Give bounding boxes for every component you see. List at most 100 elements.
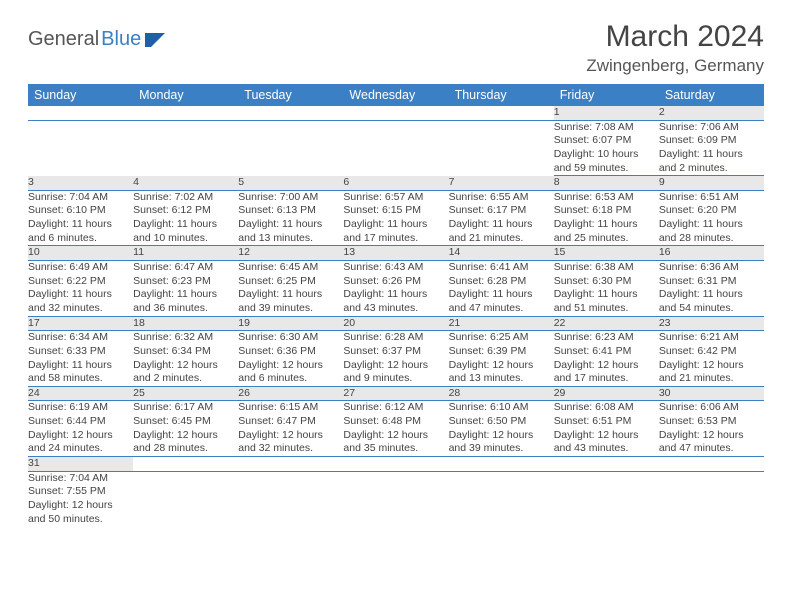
day-number-cell: 21 — [449, 316, 554, 331]
day-number-cell: 5 — [238, 176, 343, 191]
day-info-cell: Sunrise: 6:15 AMSunset: 6:47 PMDaylight:… — [238, 401, 343, 457]
day-number-cell: 15 — [554, 246, 659, 261]
day-number-cell — [238, 106, 343, 120]
day-number-cell — [343, 457, 448, 472]
day-info-cell — [28, 120, 133, 176]
day-number-cell — [238, 457, 343, 472]
day-info-cell: Sunrise: 6:34 AMSunset: 6:33 PMDaylight:… — [28, 331, 133, 387]
day-info-cell — [659, 471, 764, 526]
daynum-row: 24252627282930 — [28, 386, 764, 401]
weekday-header: Monday — [133, 84, 238, 106]
day-number-cell: 29 — [554, 386, 659, 401]
day-info-cell — [238, 471, 343, 526]
day-info-cell: Sunrise: 6:43 AMSunset: 6:26 PMDaylight:… — [343, 261, 448, 317]
day-number-cell — [133, 106, 238, 120]
day-info-cell — [449, 120, 554, 176]
day-number-cell: 23 — [659, 316, 764, 331]
info-row: Sunrise: 7:04 AMSunset: 6:10 PMDaylight:… — [28, 190, 764, 246]
calendar-table: SundayMondayTuesdayWednesdayThursdayFrid… — [28, 84, 764, 526]
calendar-page: GeneralBlue March 2024 Zwingenberg, Germ… — [0, 0, 792, 546]
info-row: Sunrise: 7:04 AMSunset: 7:55 PMDaylight:… — [28, 471, 764, 526]
day-number-cell: 24 — [28, 386, 133, 401]
day-number-cell: 30 — [659, 386, 764, 401]
day-number-cell: 31 — [28, 457, 133, 472]
daynum-row: 3456789 — [28, 176, 764, 191]
day-number-cell: 10 — [28, 246, 133, 261]
day-info-cell: Sunrise: 7:02 AMSunset: 6:12 PMDaylight:… — [133, 190, 238, 246]
day-number-cell — [449, 457, 554, 472]
day-info-cell: Sunrise: 6:51 AMSunset: 6:20 PMDaylight:… — [659, 190, 764, 246]
day-info-cell: Sunrise: 6:25 AMSunset: 6:39 PMDaylight:… — [449, 331, 554, 387]
day-info-cell: Sunrise: 6:19 AMSunset: 6:44 PMDaylight:… — [28, 401, 133, 457]
logo-text-general: General — [28, 28, 99, 51]
day-info-cell: Sunrise: 6:30 AMSunset: 6:36 PMDaylight:… — [238, 331, 343, 387]
day-number-cell: 16 — [659, 246, 764, 261]
day-number-cell: 13 — [343, 246, 448, 261]
calendar-body: 12Sunrise: 7:08 AMSunset: 6:07 PMDayligh… — [28, 106, 764, 526]
daynum-row: 10111213141516 — [28, 246, 764, 261]
day-info-cell: Sunrise: 6:45 AMSunset: 6:25 PMDaylight:… — [238, 261, 343, 317]
day-info-cell: Sunrise: 6:32 AMSunset: 6:34 PMDaylight:… — [133, 331, 238, 387]
day-info-cell — [133, 471, 238, 526]
day-number-cell: 20 — [343, 316, 448, 331]
day-info-cell: Sunrise: 7:06 AMSunset: 6:09 PMDaylight:… — [659, 120, 764, 176]
location-label: Zwingenberg, Germany — [586, 56, 764, 76]
day-number-cell: 17 — [28, 316, 133, 331]
day-info-cell: Sunrise: 6:08 AMSunset: 6:51 PMDaylight:… — [554, 401, 659, 457]
day-info-cell — [449, 471, 554, 526]
day-number-cell: 14 — [449, 246, 554, 261]
weekday-header: Wednesday — [343, 84, 448, 106]
month-title: March 2024 — [586, 20, 764, 54]
info-row: Sunrise: 7:08 AMSunset: 6:07 PMDaylight:… — [28, 120, 764, 176]
day-number-cell: 2 — [659, 106, 764, 120]
day-number-cell: 4 — [133, 176, 238, 191]
day-number-cell: 1 — [554, 106, 659, 120]
day-number-cell: 26 — [238, 386, 343, 401]
day-info-cell: Sunrise: 7:00 AMSunset: 6:13 PMDaylight:… — [238, 190, 343, 246]
day-number-cell — [449, 106, 554, 120]
day-number-cell: 18 — [133, 316, 238, 331]
day-info-cell: Sunrise: 6:12 AMSunset: 6:48 PMDaylight:… — [343, 401, 448, 457]
day-number-cell: 7 — [449, 176, 554, 191]
day-info-cell: Sunrise: 6:28 AMSunset: 6:37 PMDaylight:… — [343, 331, 448, 387]
flag-icon — [145, 31, 167, 47]
day-number-cell — [659, 457, 764, 472]
day-info-cell: Sunrise: 6:49 AMSunset: 6:22 PMDaylight:… — [28, 261, 133, 317]
day-info-cell: Sunrise: 6:55 AMSunset: 6:17 PMDaylight:… — [449, 190, 554, 246]
day-number-cell: 25 — [133, 386, 238, 401]
day-info-cell: Sunrise: 6:41 AMSunset: 6:28 PMDaylight:… — [449, 261, 554, 317]
logo: GeneralBlue — [28, 28, 167, 51]
day-info-cell: Sunrise: 7:04 AMSunset: 6:10 PMDaylight:… — [28, 190, 133, 246]
day-number-cell: 9 — [659, 176, 764, 191]
day-number-cell: 12 — [238, 246, 343, 261]
day-info-cell: Sunrise: 6:38 AMSunset: 6:30 PMDaylight:… — [554, 261, 659, 317]
day-info-cell: Sunrise: 6:17 AMSunset: 6:45 PMDaylight:… — [133, 401, 238, 457]
day-number-cell — [28, 106, 133, 120]
weekday-header-row: SundayMondayTuesdayWednesdayThursdayFrid… — [28, 84, 764, 106]
info-row: Sunrise: 6:49 AMSunset: 6:22 PMDaylight:… — [28, 261, 764, 317]
day-number-cell: 28 — [449, 386, 554, 401]
day-info-cell: Sunrise: 6:10 AMSunset: 6:50 PMDaylight:… — [449, 401, 554, 457]
day-number-cell: 3 — [28, 176, 133, 191]
daynum-row: 17181920212223 — [28, 316, 764, 331]
weekday-header: Friday — [554, 84, 659, 106]
day-info-cell — [343, 120, 448, 176]
header: GeneralBlue March 2024 Zwingenberg, Germ… — [28, 20, 764, 76]
daynum-row: 12 — [28, 106, 764, 120]
day-number-cell — [554, 457, 659, 472]
day-info-cell: Sunrise: 6:57 AMSunset: 6:15 PMDaylight:… — [343, 190, 448, 246]
info-row: Sunrise: 6:19 AMSunset: 6:44 PMDaylight:… — [28, 401, 764, 457]
day-number-cell: 19 — [238, 316, 343, 331]
day-number-cell: 22 — [554, 316, 659, 331]
day-info-cell — [133, 120, 238, 176]
info-row: Sunrise: 6:34 AMSunset: 6:33 PMDaylight:… — [28, 331, 764, 387]
day-info-cell: Sunrise: 7:08 AMSunset: 6:07 PMDaylight:… — [554, 120, 659, 176]
day-number-cell: 8 — [554, 176, 659, 191]
day-info-cell: Sunrise: 7:04 AMSunset: 7:55 PMDaylight:… — [28, 471, 133, 526]
weekday-header: Tuesday — [238, 84, 343, 106]
day-info-cell: Sunrise: 6:47 AMSunset: 6:23 PMDaylight:… — [133, 261, 238, 317]
day-number-cell — [133, 457, 238, 472]
weekday-header: Sunday — [28, 84, 133, 106]
day-number-cell: 6 — [343, 176, 448, 191]
title-block: March 2024 Zwingenberg, Germany — [586, 20, 764, 76]
